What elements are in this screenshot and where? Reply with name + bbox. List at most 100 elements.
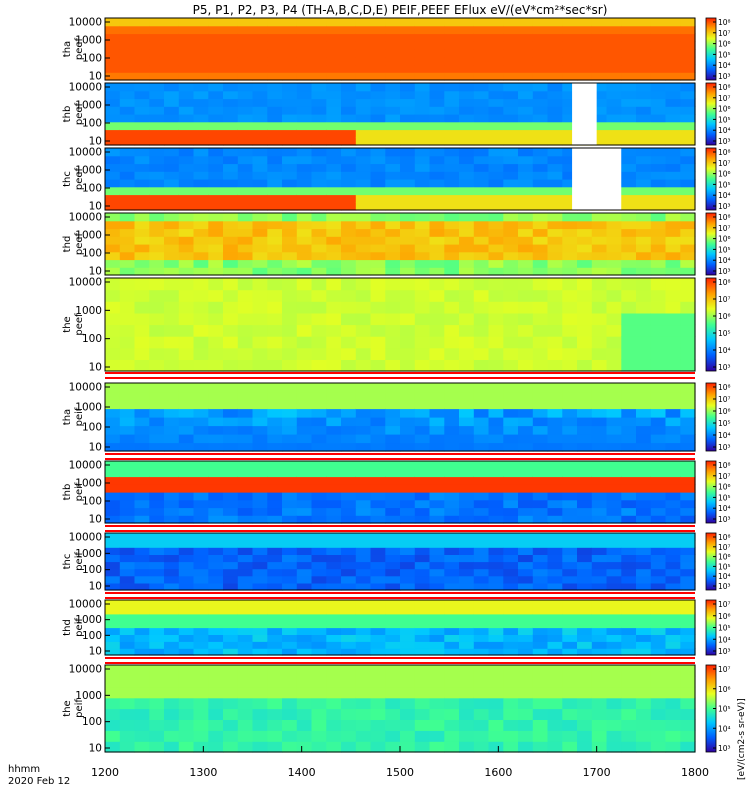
heatmap-cell	[252, 620, 268, 629]
heatmap-cell	[178, 129, 195, 138]
heatmap-cell	[665, 49, 681, 58]
heatmap-cell	[252, 359, 268, 372]
heatmap-cell	[134, 400, 150, 410]
heatmap-cell	[577, 665, 593, 677]
heatmap-cell	[400, 582, 416, 591]
heatmap-cell	[193, 259, 209, 268]
heatmap-cell	[577, 213, 593, 222]
heatmap-cell	[341, 507, 357, 516]
heatmap-cell	[311, 251, 327, 261]
heatmap-cell	[518, 697, 534, 710]
heatmap-cell	[591, 359, 608, 372]
heatmap-cell	[400, 391, 416, 401]
heatmap-cell	[208, 49, 224, 58]
heatmap-cell	[650, 213, 667, 222]
heatmap-cell	[267, 408, 283, 418]
heatmap-cell	[444, 582, 460, 591]
heatmap-cell	[400, 220, 416, 230]
heatmap-cell	[208, 301, 224, 314]
heatmap-cell	[282, 244, 298, 253]
heatmap-cell	[400, 202, 416, 211]
heatmap-cell	[459, 686, 475, 699]
heatmap-cell	[503, 359, 519, 372]
heatmap-cell	[296, 400, 313, 410]
heatmap-cell	[665, 499, 681, 509]
y-tick-label: 10	[89, 266, 102, 278]
heatmap-cell	[650, 163, 667, 172]
heatmap-cell	[341, 434, 357, 444]
heatmap-cell	[164, 686, 180, 699]
heatmap-cell	[400, 499, 416, 509]
heatmap-cell	[488, 708, 504, 720]
heatmap-cell	[134, 648, 150, 656]
heatmap-cell	[149, 499, 165, 509]
heatmap-cell	[355, 137, 372, 146]
heatmap-cell	[621, 121, 637, 131]
heatmap-cell	[562, 400, 578, 410]
heatmap-cell	[665, 56, 681, 66]
heatmap-cell	[326, 155, 342, 165]
heatmap-cell	[296, 267, 313, 276]
heatmap-cell	[282, 194, 298, 203]
heatmap-cell	[562, 665, 578, 677]
heatmap-cell	[547, 129, 563, 138]
heatmap-cell	[650, 554, 667, 563]
heatmap-cell	[341, 606, 357, 615]
heatmap-cell	[636, 492, 652, 501]
heatmap-cell	[414, 163, 431, 172]
heatmap-cell	[503, 278, 519, 291]
heatmap-cell	[370, 613, 386, 622]
heatmap-cell	[193, 568, 209, 577]
heatmap-cell	[532, 324, 549, 337]
heatmap-cell	[577, 461, 593, 470]
x-tick-label: 1200	[91, 766, 119, 779]
heatmap-cell	[149, 202, 165, 211]
heatmap-cell	[591, 400, 608, 410]
heatmap-cell	[488, 324, 504, 337]
heatmap-cell	[296, 434, 313, 444]
heatmap-cell	[429, 730, 445, 742]
heatmap-cell	[459, 408, 475, 418]
heatmap-cell	[208, 347, 224, 360]
heatmap-cell	[503, 25, 519, 35]
heatmap-cell	[252, 106, 268, 115]
heatmap-cell	[282, 259, 298, 268]
heatmap-cell	[429, 391, 445, 401]
heatmap-cell	[282, 484, 298, 493]
heatmap-cell	[341, 33, 357, 42]
heatmap-cell	[444, 98, 460, 107]
data-gap	[572, 148, 622, 210]
heatmap-cell	[355, 194, 372, 203]
heatmap-cell	[459, 49, 475, 58]
panel-label: thb	[62, 484, 73, 501]
heatmap-cell	[459, 98, 475, 107]
heatmap-cell	[621, 72, 637, 81]
heatmap-cell	[223, 708, 239, 720]
heatmap-cell	[119, 600, 136, 608]
heatmap-cell	[577, 533, 593, 541]
heatmap-cell	[149, 324, 165, 337]
heatmap-cell	[296, 568, 313, 577]
heatmap-cell	[488, 202, 504, 211]
heatmap-cell	[105, 568, 121, 577]
heatmap-cell	[532, 425, 549, 435]
heatmap-cell	[532, 391, 549, 401]
heatmap-cell	[444, 641, 460, 649]
heatmap-cell	[370, 391, 386, 401]
heatmap-cell	[606, 547, 622, 555]
heatmap-cell	[562, 533, 578, 541]
heatmap-cell	[591, 408, 608, 418]
heatmap-cell	[562, 41, 578, 50]
heatmap-cell	[414, 324, 431, 337]
heatmap-cell	[267, 434, 283, 444]
heatmap-cell	[385, 476, 401, 485]
heatmap-cell	[149, 568, 165, 577]
heatmap-cell	[606, 56, 622, 66]
heatmap-cell	[223, 730, 239, 742]
heatmap-cell	[355, 259, 372, 268]
heatmap-cell	[680, 41, 696, 50]
heatmap-cell	[178, 554, 195, 563]
heatmap-cell	[252, 417, 268, 427]
heatmap-cell	[488, 417, 504, 427]
heatmap-cell	[164, 575, 180, 584]
